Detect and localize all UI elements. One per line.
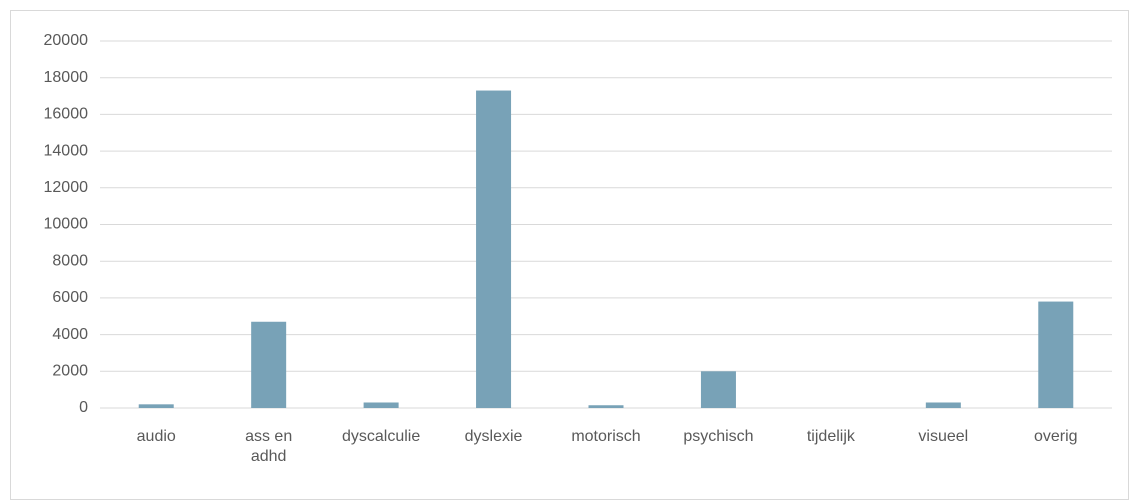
bar <box>138 404 174 408</box>
x-tick-label: dyscalculie <box>341 428 421 445</box>
y-tick-label: 8000 <box>52 252 88 269</box>
y-tick-label: 6000 <box>52 289 88 306</box>
bar <box>700 371 736 408</box>
x-tick-label: ass en adhd <box>245 428 293 465</box>
bar <box>251 321 287 408</box>
x-tick-label: motorisch <box>571 428 641 445</box>
bar <box>588 405 624 408</box>
y-tick-label: 20000 <box>44 32 89 49</box>
y-tick-label: 10000 <box>44 216 89 233</box>
x-tick-label: visueel <box>918 428 969 445</box>
x-tick-label: overig <box>1033 428 1078 445</box>
y-tick-label: 12000 <box>44 179 89 196</box>
y-tick-label: 0 <box>79 399 88 416</box>
y-tick-label: 18000 <box>44 69 89 86</box>
bar <box>1038 301 1074 408</box>
y-tick-label: 14000 <box>44 142 89 159</box>
x-tick-label: dyslexie <box>464 428 523 445</box>
y-tick-label: 16000 <box>44 106 89 123</box>
x-tick-label: tijdelijk <box>806 428 855 445</box>
y-tick-label: 4000 <box>52 326 88 343</box>
y-tick-label: 2000 <box>52 363 88 380</box>
bar <box>363 402 399 408</box>
bar <box>476 90 512 409</box>
bar <box>925 402 961 408</box>
x-tick-label: psychisch <box>683 428 754 445</box>
x-tick-label: audio <box>136 428 176 445</box>
